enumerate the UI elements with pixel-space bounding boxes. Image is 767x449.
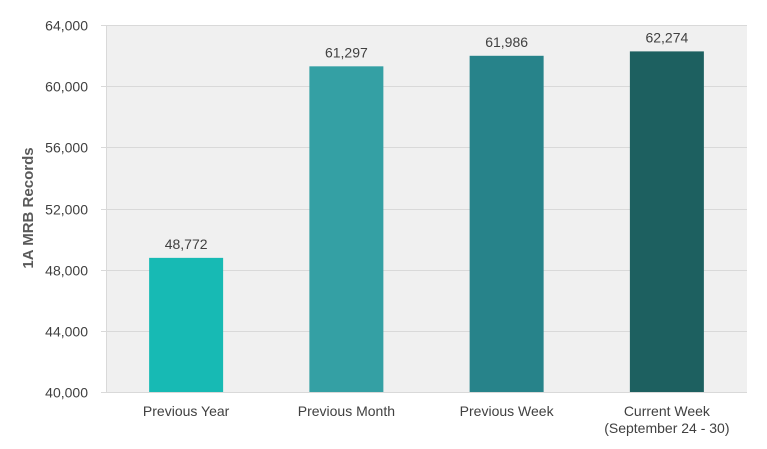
y-tick-label: 48,000 (45, 263, 88, 279)
x-tick-label: Previous Month (298, 403, 395, 419)
bar (629, 51, 704, 392)
x-tick-label: Previous Year (143, 403, 230, 419)
data-label: 61,297 (325, 44, 368, 60)
data-label: 62,274 (645, 29, 688, 45)
bar (309, 66, 384, 392)
bar (469, 55, 544, 392)
data-labels: 48,772 61,297 61,986 62,274 (165, 29, 689, 251)
bar (149, 257, 224, 392)
x-axis-ticks: Previous Year Previous Month Previous Week… (143, 403, 730, 436)
y-tick-label: 40,000 (45, 385, 88, 401)
x-tick-label: Current Week (624, 403, 711, 419)
y-tick-label: 60,000 (45, 79, 88, 95)
data-label: 48,772 (165, 236, 208, 252)
y-tick-label: 44,000 (45, 324, 88, 340)
x-tick-label: Previous Week (460, 403, 555, 419)
y-tick-label: 64,000 (45, 18, 88, 34)
y-axis-label: 1A MRB Records (20, 147, 37, 268)
y-tick-label: 56,000 (45, 140, 88, 156)
y-axis-ticks: 40,000 44,000 48,000 52,000 56,000 60,000 64,0… (45, 18, 88, 401)
data-label: 61,986 (485, 34, 528, 50)
x-tick-label: (September 24 - 30) (604, 420, 729, 436)
bars (149, 51, 704, 392)
y-tick-label: 52,000 (45, 202, 88, 218)
